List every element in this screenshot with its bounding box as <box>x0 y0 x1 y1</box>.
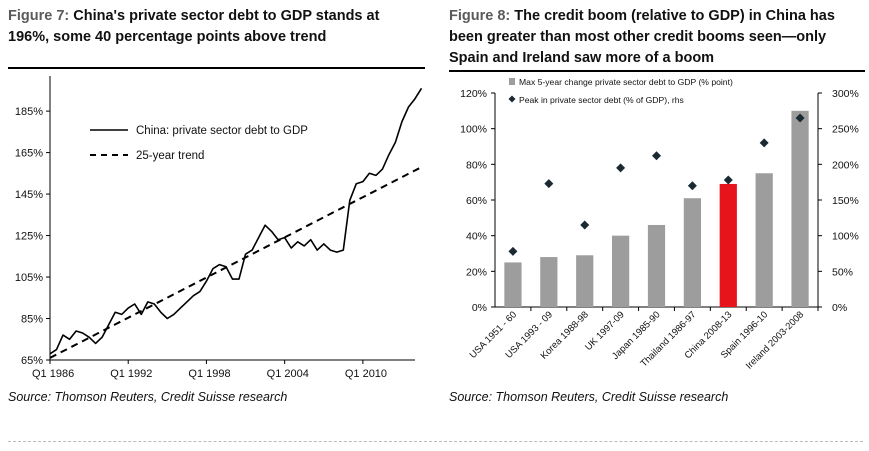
bar <box>576 255 594 307</box>
peak-marker <box>508 246 518 256</box>
peak-marker <box>580 220 590 230</box>
figure-8-title-line2: been greater than most other credit boom… <box>449 29 827 45</box>
y2-tick-label: 150% <box>832 195 859 207</box>
bar <box>683 198 702 307</box>
y-tick-label: 125% <box>15 231 43 243</box>
y2-tick-label: 250% <box>832 124 859 136</box>
legend-label-marker: Peak in private sector debt (% of GDP), … <box>519 95 684 105</box>
figure-7-title-line2: 196%, some 40 percentage points above tr… <box>8 29 327 45</box>
figure-8-panel: Figure 8: The credit boom (relative to G… <box>443 0 869 420</box>
peak-marker <box>759 138 769 148</box>
peak-marker <box>544 179 554 189</box>
bar <box>647 224 666 307</box>
bar <box>755 173 773 307</box>
peak-marker <box>687 181 697 191</box>
legend-label-bar: Max 5-year change private sector debt to… <box>519 77 733 87</box>
figure-8-title-line3: Spain and Ireland saw more of a boom <box>449 50 715 66</box>
legend-swatch-marker <box>508 95 516 103</box>
x-tick-label: Q1 2010 <box>345 368 387 380</box>
y-tick-label: 145% <box>15 189 43 201</box>
y-tick-label: 60% <box>466 195 487 207</box>
peak-marker <box>723 175 733 185</box>
figure-8-title: Figure 8: The credit boom (relative to G… <box>449 6 835 69</box>
y-tick-label: 100% <box>460 124 487 136</box>
trend-line <box>49 166 422 359</box>
y-tick-label: 65% <box>21 355 43 367</box>
y-tick-label: 40% <box>466 231 487 243</box>
legend-label: China: private sector debt to GDP <box>136 125 308 137</box>
legend-label: 25-year trend <box>136 150 204 162</box>
y-tick-label: 0% <box>472 302 487 314</box>
peak-marker <box>652 151 661 161</box>
bar <box>791 110 809 307</box>
x-tick-label: Q1 1998 <box>188 368 230 380</box>
y-tick-label: 120% <box>460 88 487 100</box>
bar <box>540 257 558 307</box>
y-tick-label: 20% <box>466 266 487 278</box>
y-tick-label: 85% <box>21 314 43 326</box>
figure-7-line-chart: 65% 85% 105% 125% 145% 165% 185% Q1 1986 Q1 1992… <box>15 76 423 380</box>
x-tick-label: Q1 1992 <box>110 368 152 380</box>
y2-tick-label: 100% <box>832 231 859 243</box>
figure-8-label: Figure 8: <box>449 8 511 24</box>
bar <box>719 183 737 307</box>
figure-8-source: Source: Thomson Reuters, Credit Suisse r… <box>449 390 729 404</box>
page-bottom-divider <box>8 441 863 442</box>
y-tick-label: 165% <box>15 148 43 160</box>
y-tick-label: 80% <box>466 159 487 171</box>
y2-tick-label: 300% <box>832 88 859 100</box>
figure-7-title-rule <box>8 67 425 69</box>
y2-tick-label: 0% <box>832 302 847 314</box>
x-tick-label: Q1 2004 <box>267 368 309 380</box>
bar <box>504 262 522 307</box>
x-tick-label: Q1 1986 <box>32 368 74 380</box>
figure-7-title-line1: China's private sector debt to GDP stand… <box>73 8 380 24</box>
figure-7-title: Figure 7: China's private sector debt to… <box>8 6 379 48</box>
figure-8-title-rule <box>449 70 865 72</box>
y2-tick-label: 200% <box>832 159 859 171</box>
figure-7-panel: Figure 7: China's private sector debt to… <box>0 0 430 420</box>
figure-7-source: Source: Thomson Reuters, Credit Suisse r… <box>8 390 288 404</box>
peak-marker <box>616 163 626 173</box>
legend-swatch-bar <box>509 78 515 85</box>
bar <box>611 235 630 307</box>
debt-to-gdp-line <box>49 87 423 355</box>
peak-marker <box>795 113 805 123</box>
y-tick-label: 105% <box>15 272 43 284</box>
figure-7-label: Figure 7: <box>8 8 70 24</box>
figure-8-title-line1: The credit boom (relative to GDP) in Chi… <box>514 8 835 24</box>
y2-tick-label: 50% <box>832 266 853 278</box>
figure-8-bar-chart: 0% 20% 40% 60% 80% 100% 120% 0% 50% 100% 150% 200% 2… <box>460 77 859 372</box>
y-tick-label: 185% <box>15 106 43 118</box>
